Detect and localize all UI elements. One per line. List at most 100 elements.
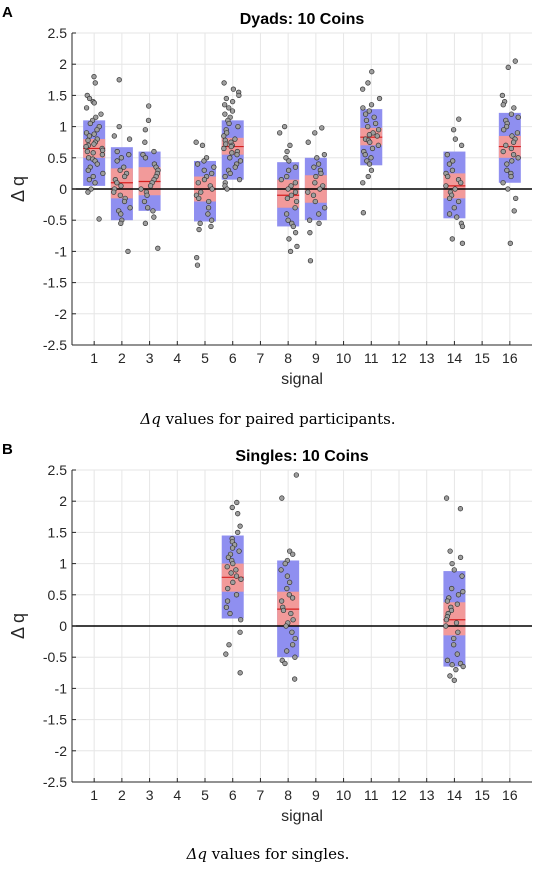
chart-a-data-point-signal-2 [126, 136, 133, 142]
chart-a-data-point-signal-14 [458, 142, 465, 148]
chart-b-data-point-signal-6 [233, 567, 239, 573]
chart-a-data-point-signal-6 [221, 133, 227, 139]
chart-b-data-point-signal-14 [455, 592, 462, 598]
chart-b-data-point-signal-6 [228, 570, 234, 576]
caption-a-symbol: Δq [140, 410, 161, 428]
chart-a-data-point-signal-2 [116, 77, 122, 83]
chart-b-data-point-signal-14 [453, 667, 459, 673]
chart-a-data-point-signal-3 [142, 220, 149, 226]
chart-b-data-point-signal-6 [230, 560, 236, 567]
chart-a-data-point-signal-16 [499, 92, 506, 99]
chart-a-data-point-signal-2 [121, 173, 128, 180]
chart-a-data-point-signal-8 [284, 148, 290, 155]
chart-b-data-point-signal-14 [447, 673, 453, 679]
chart-a-data-point-signal-16 [515, 155, 521, 161]
chart-a-data-point-signal-1 [86, 95, 93, 102]
chart-b-data-point-signal-14 [451, 642, 457, 648]
chart-a-data-point-signal-14 [443, 183, 449, 189]
chart-a-data-point-signal-11 [376, 95, 383, 102]
caption-a: Δq values for paired participants. [0, 410, 536, 428]
chart-a-data-point-signal-3 [145, 205, 151, 211]
chart-b-x-tick-label: 9 [312, 787, 320, 803]
chart-a-data-point-signal-8 [292, 205, 298, 211]
chart-a-data-point-signal-5 [194, 262, 201, 268]
chart-a-data-point-signal-16 [507, 240, 513, 246]
chart-a-data-point-signal-9 [313, 173, 319, 180]
chart-a-data-point-signal-14 [452, 186, 458, 192]
chart-b-x-tick-label: 14 [447, 787, 463, 803]
chart-a-x-tick-label: 16 [502, 350, 518, 366]
chart-a-data-point-signal-5 [211, 164, 217, 170]
chart-a-data-point-signal-6 [222, 111, 228, 117]
chart-a-data-point-signal-9 [318, 170, 324, 177]
chart-a-data-point-signal-11 [360, 180, 366, 186]
chart-a-data-point-signal-1 [90, 150, 96, 156]
chart-a-data-point-signal-2 [117, 167, 123, 173]
chart-a-x-tick-label: 15 [474, 350, 490, 366]
chart-a-x-tick-label: 6 [229, 350, 237, 366]
chart-a-data-point-signal-6 [228, 143, 234, 150]
chart-a-y-tick-label: -2.5 [43, 337, 67, 353]
chart-a-y-tick-label: -2 [55, 306, 68, 322]
chart-a-data-point-signal-8 [287, 142, 293, 148]
chart-a-data-point-signal-2 [121, 198, 128, 205]
chart-a-data-point-signal-8 [286, 236, 292, 242]
chart-a-data-point-signal-6 [232, 136, 238, 142]
chart-a-data-point-signal-14 [455, 198, 462, 205]
chart-a-y-tick-label: 1 [59, 119, 67, 135]
chart-a-data-point-signal-6 [222, 173, 228, 180]
chart-a-data-point-signal-1 [98, 111, 104, 117]
chart-a-data-point-signal-5 [198, 189, 204, 195]
chart-a-data-point-signal-16 [500, 148, 506, 155]
chart-a-data-point-signal-8 [286, 158, 292, 164]
chart-a-data-point-signal-16 [514, 130, 521, 136]
caption-b-text: values for singles. [211, 845, 350, 863]
chart-b-title: Singles: 10 Coins [235, 448, 368, 465]
chart-a-data-point-signal-1 [91, 100, 97, 106]
chart-a-data-point-signal-16 [513, 195, 519, 202]
chart-b-data-point-signal-8 [293, 472, 299, 478]
chart-a-data-point-signal-9 [307, 230, 313, 236]
chart-a-data-point-signal-6 [229, 108, 236, 114]
chart-a-data-point-signal-11 [375, 127, 382, 133]
chart-a-data-point-signal-14 [450, 158, 456, 164]
chart-a-data-point-signal-16 [509, 133, 515, 139]
chart-a-data-point-signal-5 [205, 211, 211, 217]
chart-a-data-point-signal-11 [360, 210, 367, 216]
chart-a: 1 2 3 4 5 6 7 8 9 10 11 12 13 14 15 162.521.510.50-0.5-… [8, 11, 532, 388]
chart-a-data-point-signal-9 [314, 155, 320, 161]
chart-a-data-point-signal-8 [288, 192, 294, 198]
chart-a-data-point-signal-11 [375, 142, 382, 148]
chart-a-data-point-signal-6 [227, 170, 233, 177]
chart-a-data-point-signal-8 [292, 189, 299, 195]
chart-b-data-point-signal-6 [235, 511, 241, 517]
chart-a-data-point-signal-9 [312, 198, 318, 205]
chart-a-data-point-signal-9 [319, 125, 325, 131]
chart-a-data-point-signal-16 [511, 208, 517, 214]
chart-b: 1 2 3 4 5 6 7 8 9 10 11 12 13 14 15 162.521.510.50-0.5-… [8, 448, 532, 825]
chart-b-y-tick-label: -1 [55, 680, 68, 696]
chart-a-data-point-signal-5 [206, 198, 212, 205]
chart-b-data-point-signal-8 [282, 560, 288, 567]
chart-b-data-point-signal-8 [292, 676, 298, 682]
chart-a-data-point-signal-8 [287, 248, 294, 255]
chart-a-data-point-signal-3 [151, 214, 157, 220]
chart-a-y-tick-label: 2.5 [48, 25, 68, 41]
chart-a-data-point-signal-9 [306, 217, 313, 223]
chart-a-data-point-signal-3 [142, 155, 149, 161]
chart-a-data-point-signal-5 [201, 167, 207, 173]
chart-a-data-point-signal-1 [85, 189, 91, 195]
chart-b-data-point-signal-8 [278, 567, 284, 573]
chart-b-data-point-signal-14 [447, 548, 453, 554]
chart-a-data-point-signal-2 [118, 155, 125, 161]
chart-b-data-point-signal-8 [284, 648, 290, 654]
chart-a-data-point-signal-3 [151, 148, 157, 155]
chart-b-data-point-signal-14 [460, 663, 466, 670]
chart-b-data-point-signal-8 [292, 654, 298, 660]
chart-a-data-point-signal-2 [118, 220, 124, 226]
chart-a-data-point-signal-5 [194, 161, 201, 167]
chart-b-data-point-signal-6 [223, 651, 229, 657]
chart-a-x-tick-label: 1 [90, 350, 98, 366]
chart-a-data-point-signal-16 [510, 139, 517, 145]
chart-a-data-point-signal-14 [451, 205, 457, 211]
